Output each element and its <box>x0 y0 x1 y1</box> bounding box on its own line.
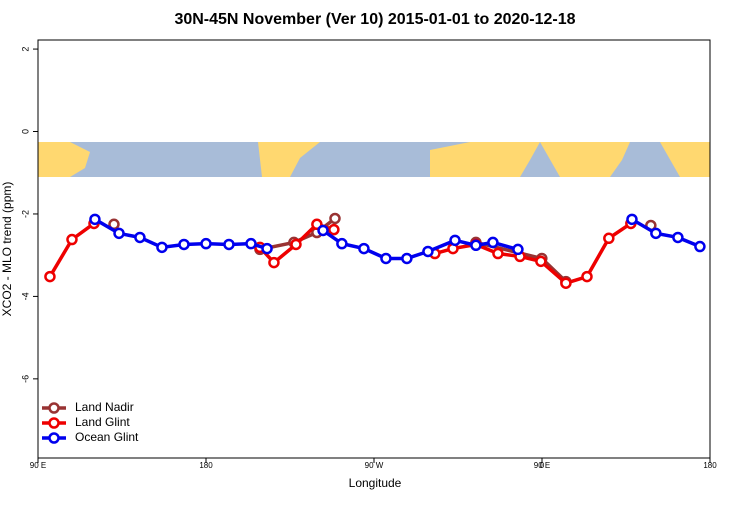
series-marker <box>113 227 125 240</box>
x-tick-label: 180 <box>199 461 213 470</box>
series-line <box>322 229 519 261</box>
series-marker <box>603 232 615 245</box>
x-tick-label: 90 E <box>534 461 550 470</box>
series-marker <box>449 234 461 247</box>
series-marker <box>66 233 78 246</box>
y-tick-label: -6 <box>20 375 30 383</box>
series-marker <box>156 241 168 254</box>
series-marker <box>512 243 524 256</box>
series-marker <box>358 242 370 255</box>
legend-marker <box>48 417 60 429</box>
series-marker <box>329 212 341 225</box>
y-tick-label: -2 <box>20 210 30 218</box>
legend-label: Ocean Glint <box>75 430 139 444</box>
chart-title: 30N-45N November (Ver 10) 2015-01-01 to … <box>174 11 575 28</box>
x-tick-label: 180 <box>703 461 717 470</box>
legend-label: Land Nadir <box>75 400 134 414</box>
series-marker <box>560 277 572 289</box>
series-marker <box>694 240 706 253</box>
y-tick-label: -4 <box>20 292 30 300</box>
series-marker <box>380 252 392 265</box>
series-line <box>631 217 701 249</box>
series-marker <box>261 242 273 255</box>
y-axis-label: XCO2 - MLO trend (ppm) <box>0 182 14 317</box>
series-marker <box>492 247 504 260</box>
series-marker <box>290 238 302 251</box>
series-marker <box>328 223 340 236</box>
series-marker <box>535 255 547 268</box>
plot-frame <box>37 39 711 459</box>
series-marker <box>470 239 482 252</box>
series-marker <box>178 238 190 251</box>
legend-marker <box>48 402 60 414</box>
x-tick-label: 90 W <box>365 461 384 470</box>
series-marker <box>650 227 662 240</box>
series-marker <box>317 224 329 237</box>
map-strip <box>38 142 710 177</box>
series-line <box>434 221 632 286</box>
x-tick-label: 90 E <box>30 461 46 470</box>
series-marker <box>134 231 146 244</box>
y-tick-label: 2 <box>20 47 30 52</box>
series-marker <box>422 245 434 258</box>
series-marker <box>581 270 593 283</box>
series-marker <box>626 213 638 226</box>
series-marker <box>401 252 413 265</box>
series-marker <box>487 236 499 249</box>
series-marker <box>44 270 56 283</box>
legend-label: Land Glint <box>75 415 130 429</box>
series-marker <box>336 237 348 250</box>
y-tick-label: 0 <box>20 129 30 134</box>
series-marker <box>200 237 212 250</box>
series-marker <box>268 256 280 269</box>
x-axis-label: Longitude <box>349 476 402 490</box>
x-tick-label: 0 <box>540 461 545 470</box>
series-line <box>48 222 96 278</box>
series-marker <box>245 237 257 250</box>
series-marker <box>89 213 101 226</box>
legend-marker <box>48 432 60 444</box>
series-marker <box>672 231 684 244</box>
series-marker <box>223 238 235 251</box>
